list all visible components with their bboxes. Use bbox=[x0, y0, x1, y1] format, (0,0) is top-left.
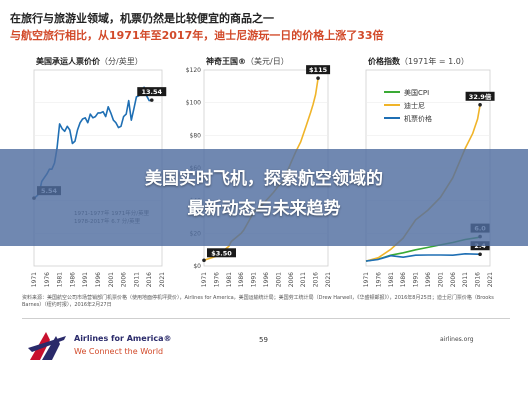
chart2-x-tick-label: 1996 bbox=[263, 272, 270, 287]
overlay-line2: 最新动态与未来趋势 bbox=[187, 199, 341, 219]
site-url: airlines.org bbox=[440, 336, 474, 343]
page-number: 59 bbox=[259, 336, 268, 344]
chart2-x-tick-label: 2016 bbox=[313, 272, 320, 287]
chart2-x-tick-label: 1971 bbox=[201, 272, 208, 287]
chart1-point bbox=[149, 98, 154, 102]
chart1-x-tick-label: 2016 bbox=[146, 272, 153, 287]
chart1-title-text: 美国承运人票价价 bbox=[36, 57, 100, 66]
chart1-x-tick-label: 2006 bbox=[121, 272, 128, 287]
chart2-x-tick-label: 2021 bbox=[325, 272, 332, 287]
chart1-x-tick-label: 1991 bbox=[82, 272, 89, 287]
chart2-x-tick-label: 1981 bbox=[226, 272, 233, 287]
chart2-data-label: $3.50 bbox=[211, 249, 232, 257]
footer-divider bbox=[22, 318, 510, 319]
chart3-x-tick-label: 1981 bbox=[388, 272, 395, 287]
chart1-x-tick-label: 2021 bbox=[159, 272, 166, 287]
chart2-x-tick-label: 1986 bbox=[238, 272, 245, 287]
airlines-logo-icon bbox=[28, 332, 66, 360]
chart3-x-tick-label: 1996 bbox=[425, 272, 432, 287]
chart3-data-label: 32.9倍 bbox=[469, 92, 492, 101]
chart1-x-tick-label: 1976 bbox=[44, 272, 51, 287]
chart1-unit: （分/英里） bbox=[100, 57, 143, 66]
chart2-y-tick-label: $120 bbox=[186, 67, 201, 74]
chart2-point bbox=[316, 76, 320, 80]
chart3-x-tick-label: 1971 bbox=[363, 272, 370, 287]
chart3-data-label: 2.4 bbox=[474, 242, 486, 250]
chart3-x-tick-label: 1991 bbox=[413, 272, 420, 287]
chart3-x-tick-label: 2011 bbox=[462, 272, 469, 287]
chart2-point bbox=[202, 258, 206, 263]
chart2-x-tick-label: 1991 bbox=[251, 272, 258, 287]
chart2-data-label: $115 bbox=[309, 66, 328, 74]
chart1-x-tick-label: 1971 bbox=[31, 272, 38, 287]
logo-name: Airlines for America® bbox=[74, 334, 172, 343]
overlay-title: 美国实时飞机，探索航空领域的 最新动态与未来趋势 bbox=[0, 164, 528, 224]
chart3-title-text: 价格指数 bbox=[368, 57, 400, 66]
chart3-x-tick-label: 1986 bbox=[400, 272, 407, 287]
chart2-unit: （美元/日） bbox=[246, 57, 289, 66]
logo-tagline: We Connect the World bbox=[74, 347, 164, 356]
chart2-y-tick-label: $0 bbox=[193, 263, 201, 270]
chart3-x-tick-label: 2021 bbox=[487, 272, 494, 287]
chart2-x-tick-label: 2006 bbox=[288, 272, 295, 287]
chart2-title-text: 神奇王国® bbox=[206, 57, 246, 66]
chart2-x-tick-label: 1976 bbox=[213, 272, 220, 287]
chart2-data-label-box bbox=[306, 65, 331, 75]
chart3-title: 价格指数（1971年 = 1.0） bbox=[368, 56, 469, 67]
headline-subtitle: 与航空旅行相比，从1971年至2017年，迪士尼游玩一日的价格上涨了33倍 bbox=[10, 29, 384, 42]
chart1-x-tick-label: 1986 bbox=[69, 272, 76, 287]
overlay-line1: 美国实时飞机，探索航空领域的 bbox=[145, 169, 383, 189]
chart3-point bbox=[478, 252, 482, 257]
chart3-point bbox=[478, 102, 482, 107]
chart3-series-line bbox=[365, 253, 481, 262]
chart2-title: 神奇王国®（美元/日） bbox=[206, 56, 289, 67]
chart3-legend-label: 迪士尼 bbox=[404, 101, 425, 110]
chart2-y-tick-label: $100 bbox=[186, 100, 201, 107]
source-note: 资料来源：美国航空公司市场营销部门机票价格（使用地面停机坪费价），Airline… bbox=[22, 295, 494, 308]
chart3-x-tick-label: 2016 bbox=[475, 272, 482, 287]
chart1-data-label: 13.54 bbox=[141, 88, 162, 96]
chart2-x-tick-label: 2001 bbox=[275, 272, 282, 287]
chart3-data-label-box bbox=[465, 91, 495, 101]
chart3-legend-label: 美国CPI bbox=[404, 88, 429, 97]
chart3-x-tick-label: 1976 bbox=[375, 272, 382, 287]
chart2-data-label-box bbox=[207, 248, 236, 258]
chart1-x-tick-label: 1981 bbox=[57, 272, 64, 287]
chart2-y-tick-label: $80 bbox=[190, 132, 202, 139]
chart1-title: 美国承运人票价价（分/英里） bbox=[36, 56, 143, 67]
chart3-legend-label: 机票价格 bbox=[404, 114, 432, 123]
chart2-x-tick-label: 2011 bbox=[300, 272, 307, 287]
chart1-x-tick-label: 2001 bbox=[108, 272, 115, 287]
chart1-x-tick-label: 2011 bbox=[133, 272, 140, 287]
title-overlay bbox=[0, 149, 528, 246]
headline-title: 在旅行与旅游业领域，机票仍然是比较便宜的商品之一 bbox=[10, 12, 274, 25]
chart3-unit: （1971年 = 1.0） bbox=[400, 57, 469, 66]
chart1-data-label-box bbox=[137, 87, 167, 97]
chart3-x-tick-label: 2006 bbox=[450, 272, 457, 287]
chart3-x-tick-label: 2001 bbox=[437, 272, 444, 287]
chart1-x-tick-label: 1996 bbox=[95, 272, 102, 287]
